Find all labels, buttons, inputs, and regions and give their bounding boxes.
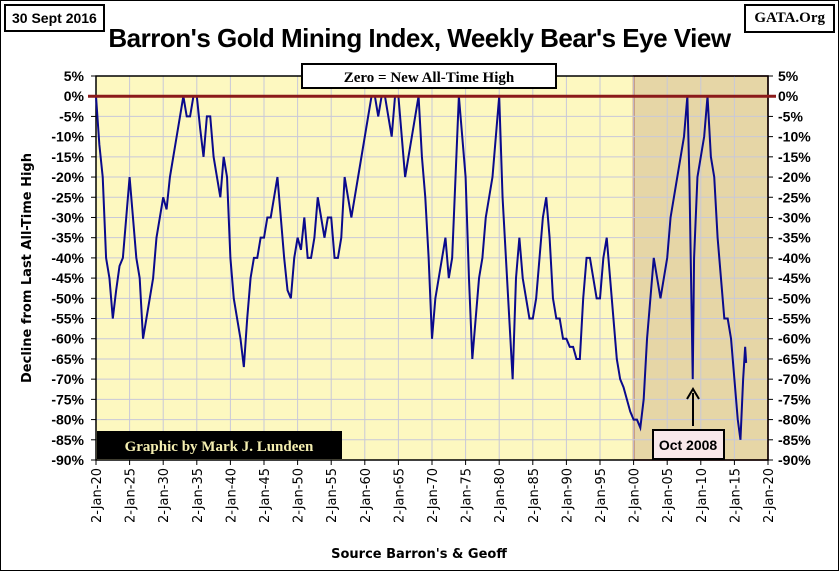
x-tick-label: 2-Jan-60 — [359, 468, 374, 523]
y-tick-label-left: -15% — [51, 149, 84, 165]
x-tick-label: 2-Jan-40 — [224, 468, 239, 523]
x-tick-label: 2-Jan-95 — [594, 468, 609, 523]
x-tick-label: 2-Jan-65 — [392, 468, 407, 523]
y-tick-label-right: -20% — [778, 169, 811, 185]
y-tick-label-left: -50% — [51, 290, 84, 306]
y-tick-label-right: -65% — [778, 351, 811, 367]
y-tick-label-right: -70% — [778, 371, 811, 387]
arrow-head-icon — [686, 387, 700, 400]
y-tick-label-left: -55% — [51, 311, 84, 327]
y-tick-label-right: 5% — [778, 68, 799, 84]
y-tick-label-left: -5% — [59, 108, 84, 124]
zero-label: Zero = New All-Time High — [344, 70, 515, 86]
y-tick-label-right: -5% — [778, 108, 803, 124]
y-tick-label-right: -25% — [778, 189, 811, 205]
credit-box — [97, 431, 342, 459]
y-tick-label-right: -90% — [778, 452, 811, 468]
y-tick-label-right: -85% — [778, 432, 811, 448]
y-tick-label-left: 0% — [64, 88, 85, 104]
x-tick-label: 2-Jan-25 — [124, 468, 139, 523]
y-tick-label-right: -45% — [778, 270, 811, 286]
x-tick-label: 2-Jan-10 — [695, 468, 710, 523]
y-tick-label-left: -30% — [51, 209, 84, 225]
x-tick-label: 2-Jan-80 — [493, 468, 508, 523]
event-label: Oct 2008 — [659, 437, 718, 453]
zero-label-box — [301, 63, 557, 89]
y-tick-label-left: -25% — [51, 189, 84, 205]
x-tick-label: 2-Jan-15 — [728, 468, 743, 523]
y-tick-label-left: -40% — [51, 250, 84, 266]
y-tick-label-right: -35% — [778, 230, 811, 246]
x-tick-label: 2-Jan-85 — [527, 468, 542, 523]
y-tick-label-right: -60% — [778, 331, 811, 347]
y-tick-label-left: -60% — [51, 331, 84, 347]
date-label: 30 Sept 2016 — [4, 4, 105, 32]
x-tick-label: 2-Jan-00 — [628, 468, 643, 523]
y-tick-label-left: -85% — [51, 432, 84, 448]
x-tick-label: 2-Jan-90 — [560, 468, 575, 523]
y-tick-label-right: -40% — [778, 250, 811, 266]
y-tick-label-left: -20% — [51, 169, 84, 185]
chart-title: Barron's Gold Mining Index, Weekly Bear'… — [108, 23, 731, 53]
y-tick-label-left: 5% — [64, 68, 85, 84]
x-tick-label: 2-Jan-70 — [426, 468, 441, 523]
x-tick-label: 2-Jan-30 — [157, 468, 172, 523]
y-tick-label-right: -55% — [778, 311, 811, 327]
y-tick-label-left: -10% — [51, 129, 84, 145]
x-axis-label: Source Barron's & Geoff — [331, 547, 507, 562]
y-tick-label-right: -10% — [778, 129, 811, 145]
x-tick-label: 2-Jan-55 — [325, 468, 340, 523]
x-tick-label: 2-Jan-75 — [460, 468, 475, 523]
y-axis-label: Decline from Last All-Time High — [20, 153, 35, 383]
y-tick-label-right: -80% — [778, 412, 811, 428]
y-tick-label-left: -45% — [51, 270, 84, 286]
y-tick-label-left: -80% — [51, 412, 84, 428]
x-tick-label: 2-Jan-05 — [661, 468, 676, 523]
y-tick-label-right: -75% — [778, 391, 811, 407]
y-tick-label-left: -75% — [51, 391, 84, 407]
y-tick-label-left: -35% — [51, 230, 84, 246]
y-tick-label-right: -15% — [778, 149, 811, 165]
y-tick-label-left: -65% — [51, 351, 84, 367]
y-tick-label-right: 0% — [778, 88, 799, 104]
credit-label: Graphic by Mark J. Lundeen — [125, 439, 314, 455]
source-site-label: GATA.Org — [744, 4, 835, 33]
x-tick-label: 2-Jan-50 — [292, 468, 307, 523]
y-tick-label-right: -30% — [778, 209, 811, 225]
y-tick-label-left: -70% — [51, 371, 84, 387]
x-tick-label: 2-Jan-20 — [90, 468, 105, 523]
x-tick-label: 2-Jan-35 — [191, 468, 206, 523]
x-tick-label: 2-Jan-20 — [762, 468, 777, 523]
event-label-box — [652, 429, 725, 460]
y-tick-label-left: -90% — [51, 452, 84, 468]
x-tick-label: 2-Jan-45 — [258, 468, 273, 523]
series-line — [95, 95, 748, 440]
y-tick-label-right: -50% — [778, 290, 811, 306]
